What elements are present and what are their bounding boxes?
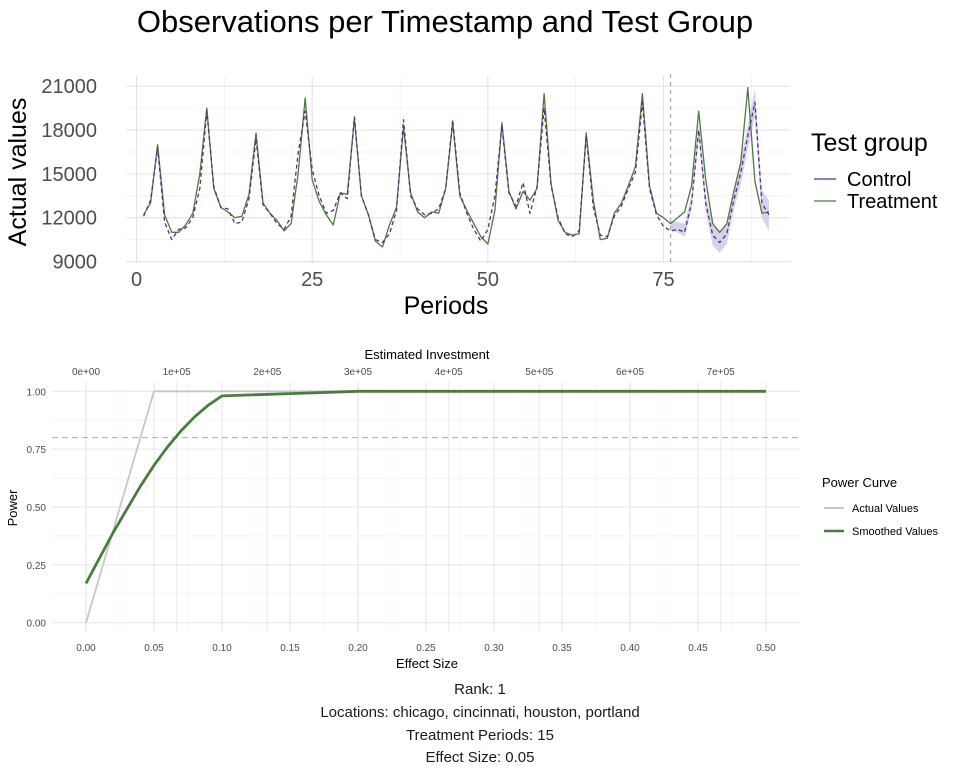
top-chart-x-axis-label: Periods (404, 292, 489, 320)
bottom-x-tick-label: 0.40 (620, 643, 640, 654)
caption-treatment-periods: Treatment Periods: 15 (406, 727, 554, 744)
bottom-chart-y-axis-label: Power (5, 489, 20, 527)
bottom-secondary-x-tick-label: 0e+00 (72, 367, 101, 378)
bottom-x-tick-label: 0.35 (552, 643, 572, 654)
caption-locations: Locations: chicago, cincinnati, houston,… (320, 704, 640, 721)
bottom-x-tick-label: 0.45 (688, 643, 708, 654)
legend-label-treatment: Treatment (847, 191, 938, 213)
top-chart-lines (143, 87, 770, 248)
top-chart-title: Observations per Timestamp and Test Grou… (137, 4, 753, 39)
caption-rank: Rank: 1 (454, 681, 506, 698)
bottom-secondary-x-tick-label: 1e+05 (163, 367, 192, 378)
legend-label-smoothed-values: Smoothed Values (852, 526, 939, 538)
bottom-y-tick-label: 0.75 (27, 445, 47, 456)
top-legend-title: Test group (811, 129, 928, 157)
bottom-chart-x-ticks: 0.00 0.05 0.10 0.15 0.20 0.25 0.30 0.35 0.40 0.45… (76, 643, 776, 654)
bottom-secondary-x-tick-label: 6e+05 (616, 367, 645, 378)
bottom-y-tick-label: 1.00 (27, 387, 47, 398)
bottom-x-tick-label: 0.30 (484, 643, 504, 654)
top-chart-grid (126, 76, 790, 263)
bottom-x-tick-label: 0.05 (144, 643, 164, 654)
top-chart-legend: Test group Control Treatment (811, 129, 938, 213)
bottom-chart-lines (84, 389, 766, 623)
bottom-secondary-x-tick-label: 2e+05 (253, 367, 282, 378)
top-x-tick-label: 25 (301, 269, 323, 291)
top-y-tick-label: 9000 (53, 252, 98, 274)
bottom-chart-secondary-x-ticks: 0e+00 1e+05 2e+05 3e+05 4e+05 5e+05 6e+05 7e+05 (72, 367, 735, 378)
power-curve-smoothed-values (84, 389, 766, 585)
bottom-chart-grid (52, 382, 800, 632)
top-chart-x-ticks: 0 25 50 75 (131, 269, 675, 291)
bottom-x-tick-label: 0.00 (76, 643, 96, 654)
top-x-tick-label: 75 (652, 269, 674, 291)
bottom-x-tick-label: 0.50 (756, 643, 776, 654)
top-chart-y-ticks: 9000 12000 15000 18000 21000 (41, 76, 97, 273)
top-x-tick-label: 0 (131, 269, 142, 291)
bottom-y-tick-label: 0.25 (27, 561, 47, 572)
top-y-tick-label: 18000 (41, 120, 97, 142)
legend-label-actual-values: Actual Values (852, 503, 919, 515)
bottom-secondary-x-tick-label: 7e+05 (707, 367, 736, 378)
bottom-secondary-x-tick-label: 4e+05 (435, 367, 464, 378)
top-chart-y-axis-label: Actual values (4, 98, 32, 247)
bottom-x-tick-label: 0.20 (348, 643, 368, 654)
top-y-tick-label: 21000 (41, 76, 97, 98)
series-line-control (143, 101, 770, 244)
caption-effect-size: Effect Size: 0.05 (425, 749, 535, 766)
top-x-tick-label: 50 (477, 269, 499, 291)
bottom-chart-secondary-x-axis-label: Estimated Investment (365, 347, 490, 362)
bottom-secondary-x-tick-label: 3e+05 (344, 367, 373, 378)
bottom-chart-y-ticks: 0.00 0.25 0.50 0.75 1.00 (27, 387, 47, 629)
bottom-legend-title: Power Curve (822, 475, 897, 490)
bottom-chart-legend: Power Curve Actual Values Smoothed Value… (822, 475, 939, 538)
top-y-tick-label: 12000 (41, 208, 97, 230)
bottom-x-tick-label: 0.15 (280, 643, 300, 654)
legend-label-control: Control (847, 169, 911, 191)
bottom-x-tick-label: 0.25 (416, 643, 436, 654)
bottom-y-tick-label: 0.00 (27, 619, 47, 630)
top-y-tick-label: 15000 (41, 164, 97, 186)
bottom-secondary-x-tick-label: 5e+05 (525, 367, 554, 378)
bottom-y-tick-label: 0.50 (27, 503, 47, 514)
bottom-x-tick-label: 0.10 (212, 643, 232, 654)
bottom-chart-x-axis-label: Effect Size (396, 656, 458, 671)
